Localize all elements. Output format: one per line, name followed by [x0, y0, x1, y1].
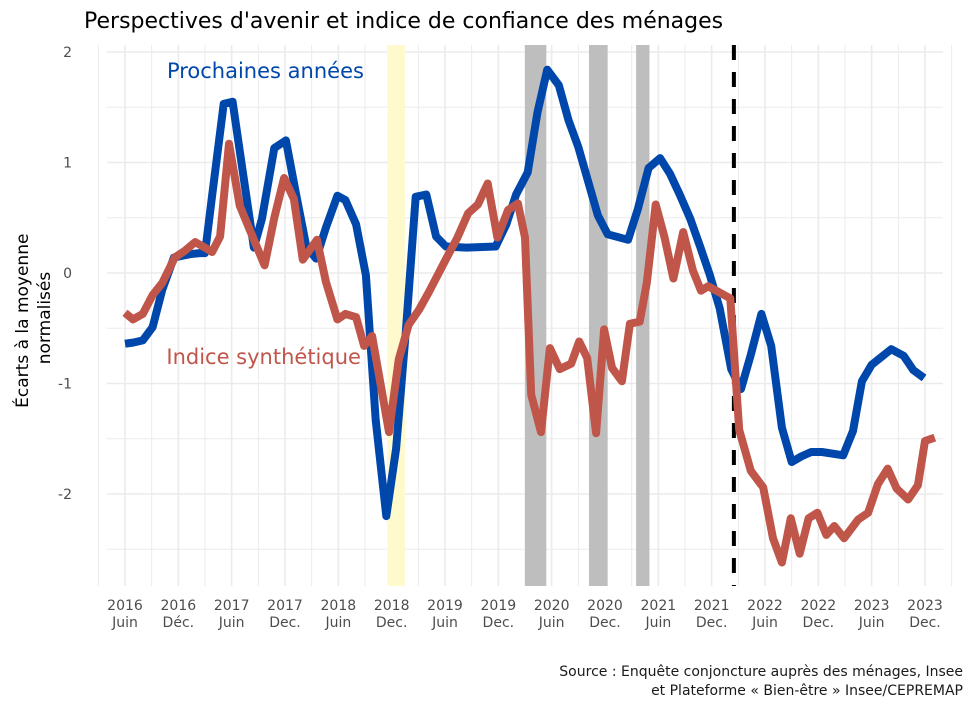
- x-tick-period: Juin: [324, 615, 351, 631]
- x-tick-year: 2017: [267, 598, 303, 614]
- x-tick-period: Juin: [751, 615, 778, 631]
- x-tick-label: 2022 Dec.: [801, 598, 837, 631]
- y-axis-label: Écarts à la moyenne normalisés: [11, 228, 55, 408]
- x-tick-year: 2022: [747, 598, 783, 614]
- annotation-prochaines-annees: Prochaines années: [167, 59, 364, 83]
- x-tick-label: 2023 Dec.: [907, 598, 943, 631]
- x-tick-period: Juin: [218, 615, 245, 631]
- x-tick-period: Dec.: [483, 615, 515, 631]
- y-tick-label: -2: [58, 487, 72, 503]
- x-tick-period: Juin: [858, 615, 885, 631]
- x-tick-label: 2023 Juin: [854, 598, 890, 631]
- x-tick-label: 2022 Juin: [747, 598, 783, 631]
- x-tick-label: 2016 Déc.: [161, 598, 197, 631]
- y-tick-label: -1: [58, 377, 72, 393]
- x-tick-label: 2017 Dec.: [267, 598, 303, 631]
- x-tick-year: 2019: [481, 598, 517, 614]
- x-tick-year: 2022: [801, 598, 837, 614]
- x-tick-period: Dec.: [376, 615, 408, 631]
- x-tick-year: 2018: [374, 598, 410, 614]
- series-line-prochaines-annees: [124, 65, 927, 521]
- x-tick-label: 2021 Juin: [641, 598, 677, 631]
- x-tick-period: Déc.: [163, 615, 195, 631]
- shaded-period-0: [387, 45, 405, 586]
- y-tick-label: 1: [63, 156, 72, 172]
- caption-line-2: et Plateforme « Bien-être » Insee/CEPREM…: [651, 683, 963, 699]
- shaded-period-1: [525, 45, 547, 586]
- x-tick-year: 2019: [427, 598, 463, 614]
- x-tick-period: Dec.: [269, 615, 301, 631]
- x-tick-period: Juin: [538, 615, 565, 631]
- x-tick-period: Juin: [644, 615, 671, 631]
- annotation-indice-synthetique: Indice synthétique: [166, 345, 361, 369]
- x-tick-year: 2018: [321, 598, 357, 614]
- series-line-indice-synthetique: [122, 139, 937, 567]
- x-tick-label: 2020 Dec.: [587, 598, 623, 631]
- x-tick-year: 2020: [587, 598, 623, 614]
- caption-line-1: Source : Enquête conjoncture auprès des …: [559, 664, 963, 680]
- x-tick-label: 2021 Dec.: [694, 598, 730, 631]
- x-tick-period: Dec.: [909, 615, 941, 631]
- x-tick-label: 2017 Juin: [214, 598, 250, 631]
- x-tick-year: 2016: [161, 598, 197, 614]
- shaded-period-2: [589, 45, 608, 586]
- y-axis-label-line2: normalisés: [35, 272, 55, 365]
- x-tick-year: 2021: [694, 598, 730, 614]
- x-tick-period: Juin: [431, 615, 458, 631]
- x-tick-label: 2018 Juin: [321, 598, 357, 631]
- x-tick-year: 2016: [107, 598, 143, 614]
- x-tick-year: 2020: [534, 598, 570, 614]
- chart-title: Perspectives d'avenir et indice de confi…: [84, 9, 723, 34]
- y-tick-label: 0: [63, 266, 72, 282]
- x-tick-period: Juin: [111, 615, 138, 631]
- y-axis-label-line1: Écarts à la moyenne: [11, 234, 33, 408]
- x-tick-year: 2017: [214, 598, 250, 614]
- x-tick-year: 2023: [854, 598, 890, 614]
- x-tick-period: Dec.: [589, 615, 621, 631]
- x-tick-period: Dec.: [696, 615, 728, 631]
- x-tick-year: 2021: [641, 598, 677, 614]
- x-tick-label: 2020 Juin: [534, 598, 570, 631]
- y-tick-label: 2: [63, 45, 72, 61]
- x-tick-period: Dec.: [803, 615, 835, 631]
- x-tick-year: 2023: [907, 598, 943, 614]
- x-tick-label: 2018 Dec.: [374, 598, 410, 631]
- x-tick-label: 2019 Juin: [427, 598, 463, 631]
- x-tick-label: 2019 Dec.: [481, 598, 517, 631]
- x-tick-label: 2016 Juin: [107, 598, 143, 631]
